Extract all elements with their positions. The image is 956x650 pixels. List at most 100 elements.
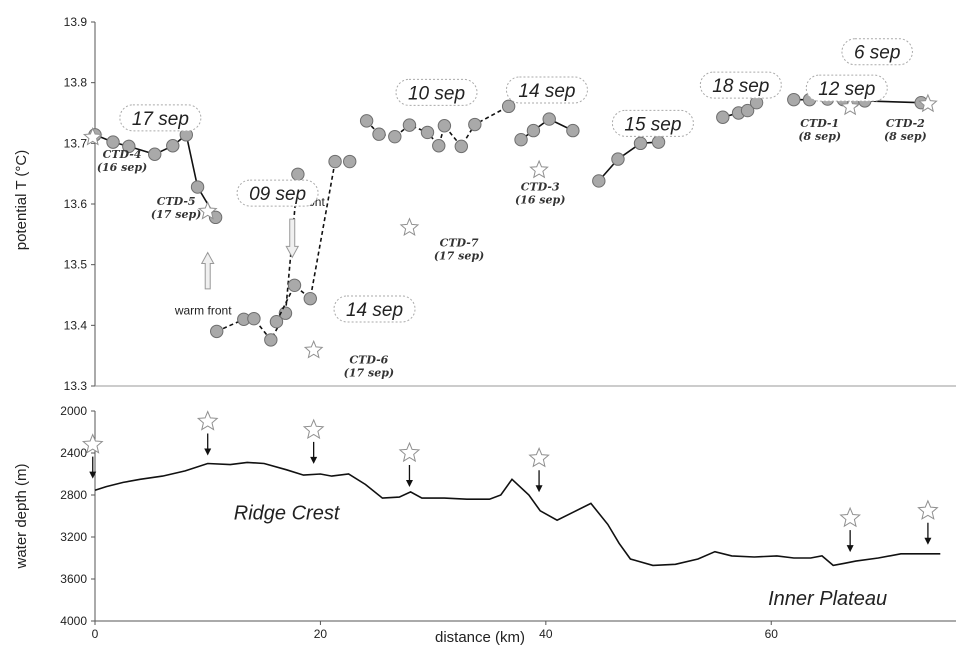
arrow-down-icon	[846, 545, 854, 553]
data-point	[542, 112, 556, 126]
top-y-tick-label: 13.8	[64, 76, 88, 90]
region-label: Inner Plateau	[768, 588, 887, 610]
arrow-down-icon	[405, 480, 413, 487]
ctd-station-name: CTD-1	[800, 117, 839, 130]
series-line	[864, 100, 922, 104]
date-label: 10 sep	[408, 83, 465, 104]
ctd-station-name: CTD-7	[440, 236, 479, 249]
arrow-down-icon	[285, 218, 300, 259]
top-y-tick-label: 13.3	[64, 379, 88, 393]
data-point	[592, 174, 606, 188]
temperature-panel: potential T (°C) 13.313.413.513.613.713.…	[13, 15, 956, 393]
front-label: warm front	[174, 303, 232, 317]
date-label: 6 sep	[854, 43, 900, 64]
data-point	[278, 306, 293, 320]
date-labels: 17 sep 09 sep 14 sep 10 sep 14 sep 15 sep 18 s…	[119, 38, 913, 323]
top-y-tick-label: 13.5	[64, 258, 88, 272]
data-point	[651, 135, 666, 149]
bathymetry-line	[94, 461, 941, 567]
bottom-y-tick-label: 2400	[60, 446, 87, 460]
data-point	[402, 118, 417, 132]
bottom-y-tick-label: 2800	[60, 488, 87, 502]
ctd-station-name: CTD-6	[349, 354, 388, 367]
ctd-station-name: CTD-5	[157, 195, 196, 208]
x-tick-label: 0	[92, 627, 99, 641]
bathymetry-panel: water depth (m) distance (km) 2000 2400 28…	[13, 404, 956, 646]
ctd-station-date: (17 sep)	[151, 208, 201, 221]
data-point	[372, 127, 386, 141]
ctd-station-name: CTD-2	[886, 117, 925, 130]
data-point	[287, 278, 302, 292]
data-point	[106, 135, 120, 149]
data-point	[566, 123, 580, 138]
date-label-box	[841, 38, 913, 66]
top-y-tick-label: 13.9	[64, 15, 88, 29]
top-y-tick-label: 13.4	[64, 318, 88, 332]
date-label: 12 sep	[818, 79, 875, 100]
ctd-stations: CTD-4(16 sep)CTD-5(17 sep)CTD-6(17 sep)C…	[82, 93, 938, 380]
data-point	[633, 136, 648, 151]
x-tick-label: 60	[765, 627, 779, 641]
series-line	[520, 118, 574, 141]
ctd-star-icon	[399, 217, 420, 236]
data-point	[716, 110, 730, 124]
date-label-box	[505, 76, 588, 104]
data-point	[611, 152, 625, 166]
ctd-star-icon	[196, 410, 219, 431]
date-label-box	[805, 74, 888, 102]
series-line	[366, 105, 509, 148]
ctd-star-icon	[917, 499, 939, 520]
x-ticks: 0 20 40 60	[92, 621, 779, 641]
region-label: Ridge Crest	[234, 502, 341, 524]
data-point	[526, 123, 541, 138]
ctd-star-icon	[82, 126, 103, 146]
date-label-box	[236, 179, 319, 207]
data-point	[264, 333, 278, 347]
date-label-box	[611, 109, 694, 137]
data-point	[787, 92, 801, 107]
data-point	[148, 147, 162, 161]
data-point	[359, 114, 374, 128]
top-y-tick-label: 13.6	[64, 197, 88, 211]
top-y-axis-label: potential T (°C)	[13, 150, 30, 251]
date-label: 14 sep	[346, 300, 403, 321]
ctd-station-date: (16 sep)	[515, 194, 565, 207]
data-point	[437, 119, 452, 133]
bottom-y-tick-label: 4000	[60, 614, 87, 628]
x-tick-label: 40	[539, 627, 553, 641]
bottom-y-axis-label: water depth (m)	[13, 463, 30, 569]
arrow-down-icon	[89, 471, 97, 479]
ctd-station-date: (17 sep)	[344, 367, 394, 380]
date-label-box	[119, 104, 202, 132]
date-label: 17 sep	[132, 109, 189, 130]
data-point	[749, 95, 764, 110]
ctd-station-name: CTD-4	[103, 148, 142, 161]
data-point	[291, 167, 305, 181]
ctd-star-icon	[840, 96, 860, 116]
x-tick-label: 20	[314, 627, 328, 641]
date-label: 14 sep	[518, 81, 575, 102]
data-point	[468, 117, 482, 132]
data-point	[190, 180, 205, 194]
date-label-box	[333, 295, 416, 323]
data-point	[432, 139, 446, 153]
ctd-star-icon	[839, 506, 861, 528]
data-point	[269, 314, 284, 329]
bottom-y-tick-label: 2000	[60, 404, 87, 418]
ctd-star-icon	[918, 93, 938, 113]
bottom-y-tick-label: 3600	[60, 572, 87, 586]
top-y-ticks: 13.3 13.4 13.5 13.6 13.7 13.8 13.9	[64, 15, 95, 393]
ctd-star-icon	[302, 418, 325, 440]
bottom-y-ticks: 2000 2400 2800 3200 3600 4000	[60, 404, 95, 628]
data-point	[454, 139, 469, 154]
ctd-star-icon	[528, 447, 550, 468]
data-point	[343, 154, 357, 169]
data-point	[210, 324, 224, 339]
data-point	[328, 154, 342, 169]
x-axis-label: distance (km)	[435, 629, 525, 646]
bathymetry-line-group	[94, 461, 941, 567]
ctd-star-icon	[303, 339, 324, 359]
arrow-down-icon	[924, 537, 932, 545]
region-labels: Ridge Crest Inner Plateau	[234, 502, 887, 610]
